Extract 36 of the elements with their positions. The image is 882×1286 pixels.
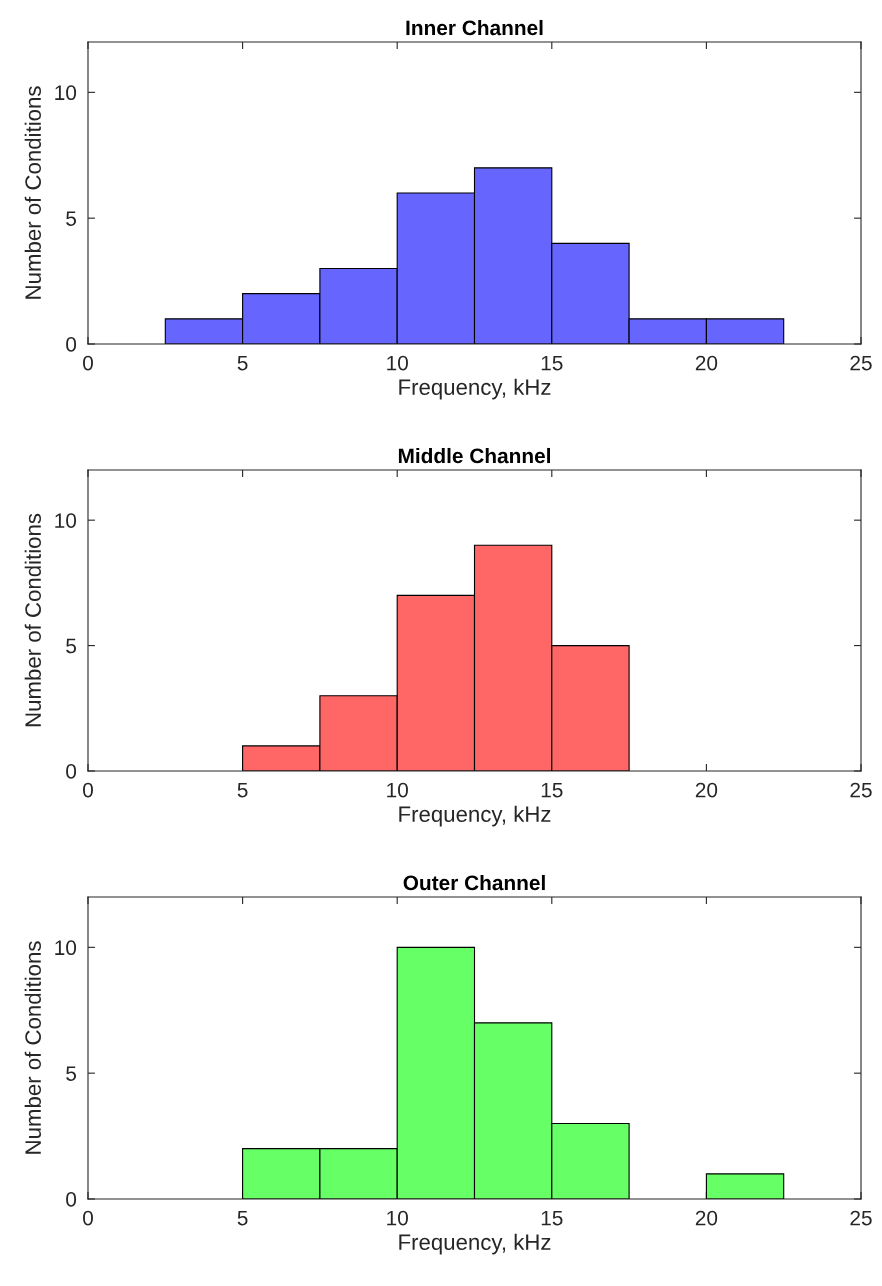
y-tick-label: 0: [66, 764, 77, 779]
x-tick-label: 0: [83, 782, 93, 798]
y-tick-label: 0: [66, 1192, 77, 1207]
x-tick-label: 15: [541, 782, 563, 798]
y-tick-label: 5: [66, 211, 77, 226]
x-tick-label: 10: [387, 782, 408, 798]
y-tick-label: 10: [55, 85, 77, 101]
x-axis-title: Frequency, kHz: [399, 378, 551, 400]
x-tick-label: 0: [83, 355, 93, 371]
y-tick-label: 5: [66, 638, 77, 654]
chart-title: Middle Channel: [398, 447, 550, 464]
x-tick-label: 20: [695, 1210, 718, 1226]
y-axis-title: Number of Conditions: [24, 513, 41, 727]
chart-title: Inner Channel: [406, 19, 543, 36]
x-tick-label: 10: [387, 355, 408, 371]
y-axis-title: Number of Conditions: [24, 86, 41, 299]
x-tick-label: 5: [237, 1210, 248, 1226]
x-tick-label: 25: [850, 782, 872, 798]
x-tick-label: 10: [387, 1210, 408, 1226]
x-tick-label: 20: [695, 782, 718, 798]
x-axis-title: Frequency, kHz: [399, 1233, 551, 1255]
x-tick-label: 25: [850, 1210, 872, 1226]
x-tick-label: 15: [541, 1210, 563, 1226]
x-tick-label: 25: [850, 355, 872, 371]
x-tick-label: 15: [541, 355, 563, 371]
x-tick-label: 5: [237, 782, 248, 798]
y-tick-label: 10: [55, 513, 77, 528]
y-tick-label: 0: [66, 337, 77, 352]
x-tick-label: 0: [83, 1210, 93, 1226]
y-axis-title: Number of Conditions: [24, 941, 41, 1154]
x-axis-title: Frequency, kHz: [399, 805, 551, 827]
x-tick-label: 20: [695, 355, 718, 371]
x-tick-label: 5: [237, 355, 248, 371]
chart-title: Outer Channel: [403, 874, 545, 891]
y-tick-label: 10: [55, 940, 77, 956]
y-tick-label: 5: [66, 1066, 77, 1081]
